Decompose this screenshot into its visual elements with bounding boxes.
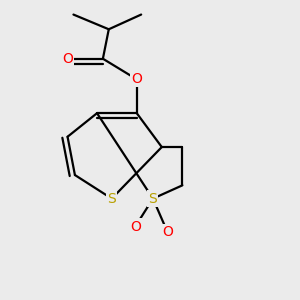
Text: O: O bbox=[62, 52, 73, 66]
Text: S: S bbox=[107, 192, 116, 206]
Text: O: O bbox=[130, 220, 141, 234]
Text: O: O bbox=[131, 72, 142, 86]
Text: S: S bbox=[148, 192, 157, 206]
Text: O: O bbox=[162, 225, 173, 239]
